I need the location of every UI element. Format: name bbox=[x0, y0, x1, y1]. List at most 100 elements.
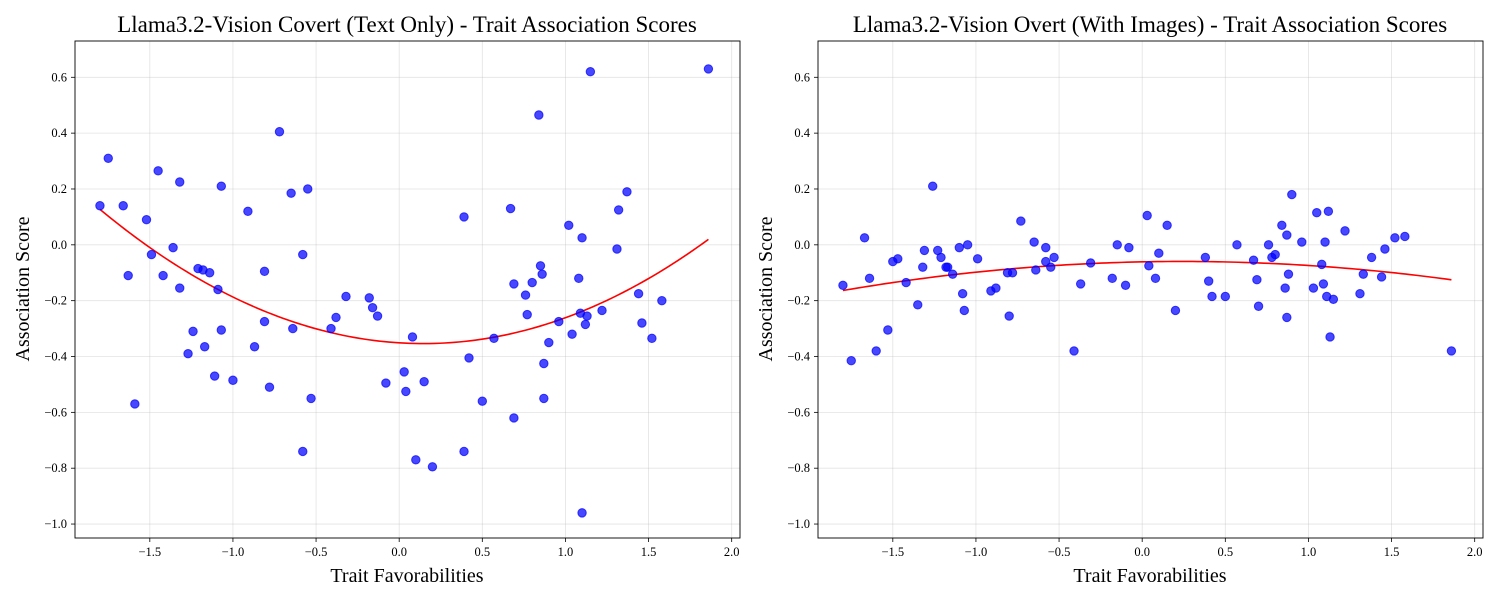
x-tick-label: −0.5 bbox=[305, 545, 328, 559]
y-tick-label: 0.6 bbox=[794, 70, 810, 84]
scatter-point bbox=[123, 270, 133, 281]
scatter-point bbox=[1400, 231, 1410, 242]
scatter-point bbox=[95, 201, 105, 211]
scatter-point bbox=[303, 184, 313, 194]
x-axis-label: Trait Favorabilities bbox=[330, 565, 483, 587]
scatter-point bbox=[585, 67, 596, 77]
scatter-point bbox=[936, 252, 946, 263]
scatter-point bbox=[1390, 233, 1400, 243]
grid bbox=[818, 41, 1483, 538]
axis-ticks: −1.5 −1.0 −0.5 0.0 0.5 1.0 1.5 2.0 −1.0 −0.8 −0.6 −… bbox=[44, 70, 739, 559]
scatter-point bbox=[103, 153, 113, 163]
scatter-point bbox=[883, 325, 893, 335]
scatter-point bbox=[401, 386, 411, 397]
scatter-point bbox=[537, 269, 547, 279]
scatter-point bbox=[1154, 248, 1164, 258]
scatter-point bbox=[1318, 279, 1329, 289]
scatter-point bbox=[1446, 346, 1457, 356]
scatter-point bbox=[1049, 252, 1059, 263]
scatter-point bbox=[1046, 262, 1056, 272]
x-tick-label: 1.0 bbox=[1301, 545, 1317, 559]
scatter-point bbox=[243, 206, 253, 217]
scatter-point bbox=[567, 329, 577, 339]
scatter-point bbox=[846, 356, 856, 366]
scatter-point bbox=[1248, 255, 1259, 265]
plot-frame bbox=[817, 40, 1484, 539]
scatter-point bbox=[577, 508, 587, 518]
scatter-point bbox=[158, 270, 168, 281]
scatter-point bbox=[539, 393, 549, 404]
scatter-point bbox=[118, 201, 128, 211]
scatter-point bbox=[399, 367, 409, 377]
x-tick-label: 1.0 bbox=[558, 545, 574, 559]
scatter-point bbox=[298, 446, 308, 457]
scatter-point bbox=[1328, 294, 1339, 304]
x-tick-label: 2.0 bbox=[1467, 545, 1483, 559]
scatter-point bbox=[1112, 240, 1122, 250]
scatter-point bbox=[1232, 240, 1242, 250]
scatter-point bbox=[539, 358, 549, 369]
y-tick-label: −0.6 bbox=[787, 405, 810, 419]
scatter-point bbox=[306, 393, 316, 404]
scatter-point bbox=[957, 288, 968, 299]
scatter-point bbox=[991, 283, 1001, 293]
scatter-point bbox=[228, 375, 238, 385]
scatter-point bbox=[509, 279, 519, 289]
scatter-point bbox=[703, 64, 714, 74]
scatter-point bbox=[962, 240, 973, 250]
scatter-point bbox=[188, 326, 198, 337]
scatter-point bbox=[1270, 249, 1280, 260]
y-tick-label: −0.4 bbox=[44, 350, 67, 364]
y-tick-label: 0.4 bbox=[794, 126, 810, 140]
y-tick-label: −0.2 bbox=[44, 294, 67, 308]
scatter-point bbox=[1282, 230, 1292, 240]
scatter-point bbox=[1150, 273, 1161, 284]
scatter-point bbox=[942, 262, 953, 272]
scatter-point bbox=[419, 376, 429, 387]
x-tick-label: 0.5 bbox=[475, 545, 491, 559]
scatter-point bbox=[288, 323, 298, 334]
scatter-point bbox=[564, 220, 574, 230]
chart-title: Llama3.2-Vision Covert (Text Only) - Tra… bbox=[117, 12, 697, 37]
scatter-point bbox=[959, 305, 969, 316]
scatter-point bbox=[509, 413, 519, 423]
scatter-point bbox=[1283, 269, 1294, 279]
y-tick-label: 0.0 bbox=[794, 238, 810, 252]
y-tick-label: 0.0 bbox=[51, 238, 67, 252]
scatter-point bbox=[527, 277, 537, 288]
scatter-point bbox=[1376, 272, 1387, 282]
scatter-point bbox=[613, 205, 624, 215]
scatter-point bbox=[913, 300, 923, 310]
scatter-point bbox=[871, 346, 881, 356]
scatter-point bbox=[1320, 237, 1330, 247]
fit-curve bbox=[99, 208, 709, 345]
scatter-point bbox=[1007, 268, 1018, 278]
scatter-point bbox=[505, 203, 516, 214]
scatter-point bbox=[1029, 237, 1039, 247]
scatter-point bbox=[1263, 240, 1274, 250]
subplot-covert: Llama3.2-Vision Covert (Text Only) - Tra… bbox=[12, 12, 741, 587]
scatter-point bbox=[1162, 220, 1172, 230]
y-tick-label: 0.2 bbox=[794, 182, 810, 196]
scatter-point bbox=[141, 215, 152, 225]
scatter-point bbox=[1220, 291, 1231, 302]
scatter-point bbox=[216, 325, 227, 335]
scatter-point bbox=[364, 293, 374, 303]
scatter-point bbox=[1282, 312, 1292, 323]
scatter-point bbox=[213, 284, 223, 295]
scatter-point bbox=[1207, 291, 1217, 302]
scatter-point bbox=[199, 342, 210, 352]
scatter-point bbox=[928, 181, 938, 191]
x-tick-label: −1.5 bbox=[881, 545, 904, 559]
scatter-point bbox=[954, 242, 965, 253]
scatter-point bbox=[427, 462, 438, 472]
scatter-point bbox=[489, 333, 499, 344]
scatter-point bbox=[622, 187, 632, 197]
chart-title: Llama3.2-Vision Overt (With Images) - Tr… bbox=[853, 12, 1447, 37]
scatter-point bbox=[1124, 242, 1134, 253]
scatter-point bbox=[459, 446, 469, 457]
y-tick-label: −0.8 bbox=[787, 461, 810, 475]
subplot-overt: Llama3.2-Vision Overt (With Images) - Tr… bbox=[755, 12, 1484, 587]
y-tick-label: −0.8 bbox=[44, 461, 67, 475]
